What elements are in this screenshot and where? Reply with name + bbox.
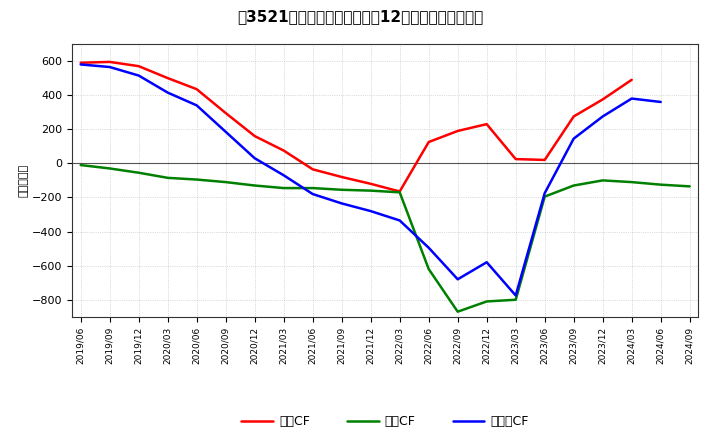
営業CF	[454, 128, 462, 134]
営業CF	[366, 181, 375, 187]
フリーCF	[598, 114, 607, 119]
投資CF	[627, 180, 636, 185]
投資CF	[279, 185, 288, 191]
フリーCF	[308, 191, 317, 197]
投資CF	[221, 180, 230, 185]
投資CF	[482, 299, 491, 304]
フリーCF	[511, 293, 520, 298]
フリーCF	[541, 191, 549, 196]
フリーCF	[221, 129, 230, 135]
フリーCF	[482, 260, 491, 265]
フリーCF	[135, 73, 143, 78]
投資CF	[192, 177, 201, 182]
投資CF	[454, 309, 462, 314]
投資CF	[163, 175, 172, 180]
営業CF	[511, 157, 520, 162]
フリーCF	[570, 136, 578, 141]
投資CF	[338, 187, 346, 192]
営業CF	[308, 167, 317, 172]
投資CF	[657, 182, 665, 187]
フリーCF	[76, 62, 85, 67]
Line: 営業CF: 営業CF	[81, 62, 631, 191]
営業CF	[482, 121, 491, 127]
投資CF	[135, 170, 143, 176]
フリーCF	[366, 209, 375, 214]
Legend: 営業CF, 投資CF, フリーCF: 営業CF, 投資CF, フリーCF	[236, 411, 534, 433]
投資CF	[424, 266, 433, 271]
投資CF	[570, 183, 578, 188]
フリーCF	[105, 64, 114, 70]
営業CF	[105, 59, 114, 65]
営業CF	[570, 114, 578, 119]
投資CF	[308, 185, 317, 191]
投資CF	[598, 178, 607, 183]
フリーCF	[395, 218, 404, 223]
投資CF	[541, 194, 549, 199]
営業CF	[424, 139, 433, 145]
フリーCF	[192, 103, 201, 108]
投資CF	[395, 190, 404, 195]
フリーCF	[251, 156, 259, 161]
営業CF	[192, 87, 201, 92]
投資CF	[105, 166, 114, 171]
営業CF	[338, 174, 346, 180]
フリーCF	[627, 96, 636, 101]
投資CF	[685, 184, 694, 189]
Y-axis label: （百万円）: （百万円）	[19, 164, 29, 197]
フリーCF	[454, 277, 462, 282]
営業CF	[135, 63, 143, 69]
フリーCF	[163, 90, 172, 95]
Line: 投資CF: 投資CF	[81, 165, 690, 312]
投資CF	[511, 297, 520, 302]
営業CF	[76, 60, 85, 66]
営業CF	[279, 148, 288, 153]
投資CF	[251, 183, 259, 188]
営業CF	[627, 77, 636, 82]
フリーCF	[279, 172, 288, 178]
Text: 3521　キャッシュフローの12か月移動合計の推移: 3521 キャッシュフローの12か月移動合計の推移	[237, 9, 483, 24]
営業CF	[163, 76, 172, 81]
投資CF	[76, 162, 85, 168]
営業CF	[251, 133, 259, 139]
営業CF	[395, 189, 404, 194]
営業CF	[598, 97, 607, 102]
投資CF	[366, 188, 375, 193]
Line: フリーCF: フリーCF	[81, 64, 661, 296]
フリーCF	[424, 245, 433, 250]
営業CF	[541, 157, 549, 162]
フリーCF	[338, 201, 346, 206]
フリーCF	[657, 99, 665, 105]
営業CF	[221, 110, 230, 116]
